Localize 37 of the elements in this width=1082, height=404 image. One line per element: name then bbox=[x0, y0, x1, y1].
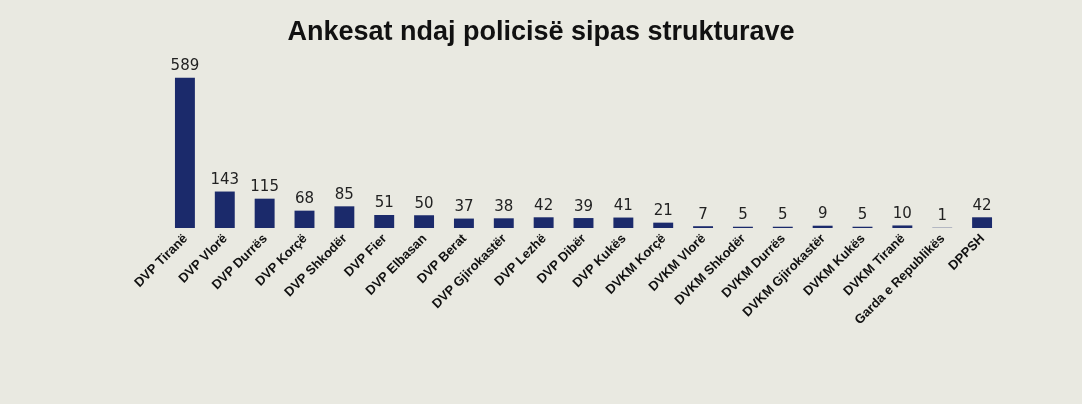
data-label: 42 bbox=[534, 195, 554, 214]
bar bbox=[613, 217, 634, 228]
data-label: 5 bbox=[738, 205, 748, 224]
bar bbox=[972, 217, 993, 228]
data-label: 38 bbox=[494, 196, 514, 215]
data-label: 37 bbox=[454, 197, 474, 216]
data-label: 42 bbox=[972, 195, 992, 214]
data-label: 39 bbox=[573, 196, 594, 215]
data-label: 589 bbox=[170, 56, 200, 75]
data-label: 50 bbox=[414, 193, 434, 212]
bar bbox=[653, 222, 674, 228]
data-label: 5 bbox=[778, 205, 788, 224]
data-label: 41 bbox=[613, 196, 633, 215]
bar bbox=[214, 191, 235, 228]
bar bbox=[334, 206, 355, 228]
data-label: 68 bbox=[294, 189, 315, 208]
bar bbox=[414, 215, 435, 228]
bar bbox=[892, 225, 913, 228]
data-label: 51 bbox=[374, 193, 394, 212]
bar bbox=[374, 215, 395, 228]
data-label: 5 bbox=[857, 205, 868, 224]
bar bbox=[453, 218, 474, 228]
data-label: 10 bbox=[892, 203, 912, 222]
data-label: 21 bbox=[653, 201, 673, 220]
bar bbox=[254, 198, 275, 228]
data-label: 7 bbox=[698, 204, 708, 223]
bar bbox=[294, 210, 315, 228]
bar bbox=[533, 217, 554, 228]
data-label: 85 bbox=[334, 184, 354, 203]
bar bbox=[174, 77, 195, 228]
data-label: 9 bbox=[817, 204, 828, 223]
bar bbox=[573, 218, 594, 228]
data-label: 115 bbox=[250, 177, 279, 196]
data-label: 143 bbox=[210, 170, 240, 189]
data-label: 1 bbox=[937, 206, 947, 225]
bar bbox=[493, 218, 514, 228]
chart-title: Ankesat ndaj policisë sipas strukturave bbox=[287, 15, 795, 46]
